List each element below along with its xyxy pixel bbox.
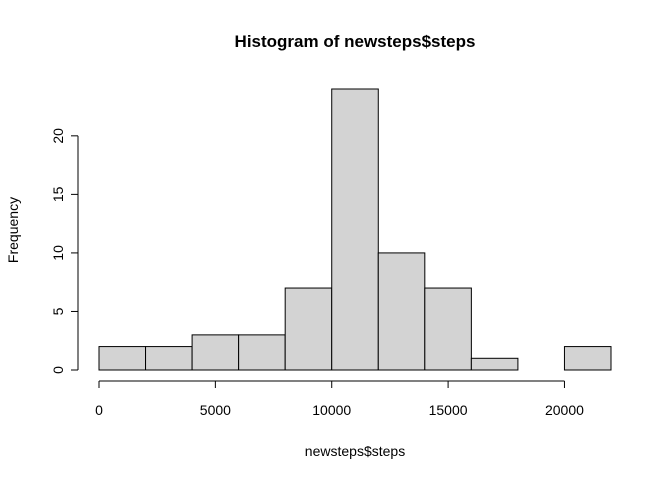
histogram-bar [331,88,379,371]
y-axis-label: Frequency [5,197,21,263]
x-tick-label: 15000 [429,402,468,418]
y-tick-label: 5 [50,307,66,315]
x-tick-label: 5000 [200,402,231,418]
histogram-bar [470,357,519,371]
x-tick-label: 20000 [545,402,584,418]
x-tick-label: 10000 [312,402,351,418]
y-tick-label: 0 [50,366,66,374]
y-axis: 0 5 10 15 20 [50,128,79,374]
x-axis: 0 5000 10000 15000 20000 [95,380,584,418]
histogram-bar [98,346,147,371]
x-axis-label: newsteps$steps [305,443,405,459]
y-tick-label: 10 [50,245,66,261]
histogram-bar [145,346,193,371]
histogram-bar [284,287,333,371]
x-tick-label: 0 [95,402,103,418]
chart-title: Histogram of newsteps$steps [235,32,476,51]
y-tick-label: 15 [50,186,66,202]
y-tick-label: 20 [50,128,66,144]
histogram-bar [238,334,286,371]
histogram-bars [98,88,612,371]
histogram-bar [424,287,472,371]
histogram-bar [191,334,240,371]
histogram-bar [563,346,612,371]
histogram-bar [377,252,426,371]
